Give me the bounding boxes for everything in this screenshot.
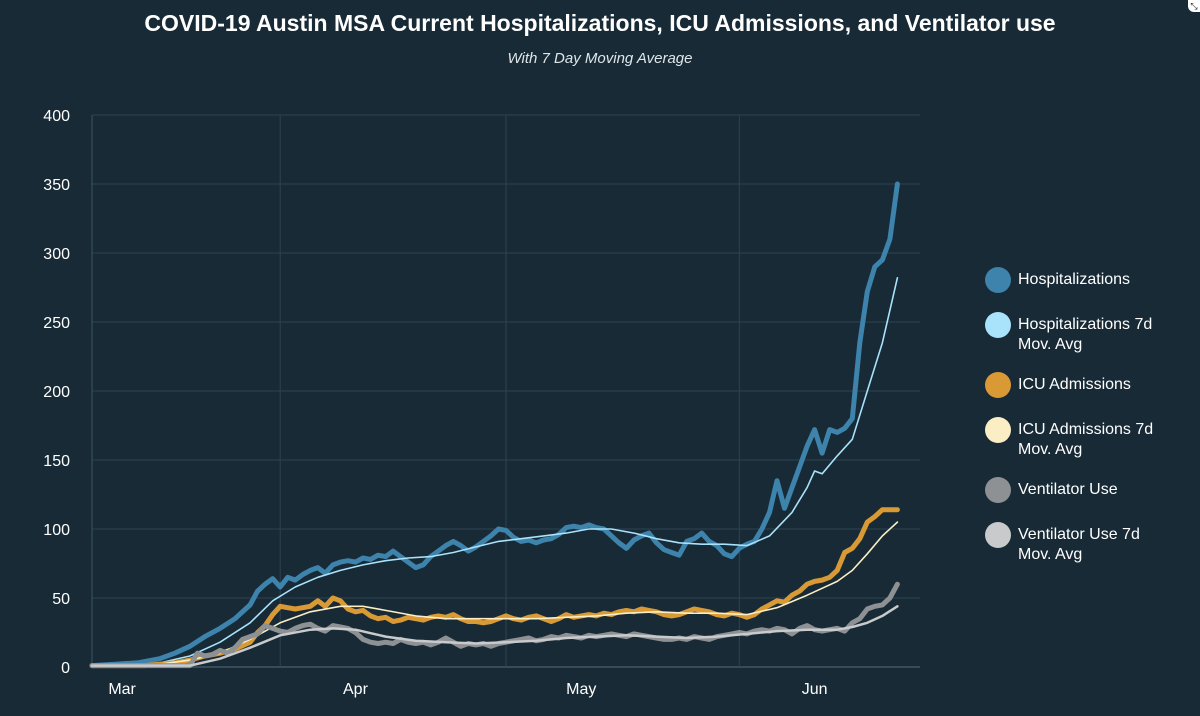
legend-item[interactable]: ICU Admissions	[985, 372, 1168, 398]
legend-label: ICU Admissions	[1018, 376, 1131, 393]
x-tick-label: Mar	[108, 681, 136, 698]
legend-swatch	[985, 372, 1011, 398]
chart-subtitle: With 7 Day Moving Average	[507, 50, 693, 67]
series-line-2	[89, 507, 900, 669]
axis-layer: 0 50 100 150 200 250 300 350 400 Mar Apr May Jun	[43, 108, 827, 698]
legend-item[interactable]: Ventilator Use 7d Mov. Avg	[985, 522, 1168, 565]
legend-label: Hospitalizations 7d Mov. Avg	[1018, 316, 1153, 353]
y-tick-label: 250	[43, 315, 70, 332]
y-tick-label: 0	[61, 660, 70, 677]
y-tick-label: 400	[43, 108, 70, 125]
expand-icon[interactable]: ⤡	[1188, 0, 1200, 12]
legend-label: Ventilator Use	[1018, 481, 1118, 498]
y-tick-label: 150	[43, 453, 70, 470]
y-tick-label: 100	[43, 522, 70, 539]
x-tick-label: May	[566, 681, 596, 698]
legend-item[interactable]: Ventilator Use	[985, 477, 1168, 503]
series-line-0	[89, 181, 900, 669]
legend-item[interactable]: Hospitalizations	[985, 267, 1168, 293]
legend-label: ICU Admissions 7d Mov. Avg	[1018, 421, 1154, 458]
series-line-5	[90, 605, 899, 667]
legend-swatch	[985, 312, 1011, 338]
series-line-3	[91, 521, 899, 667]
y-tick-label: 350	[43, 177, 70, 194]
legend-swatch	[985, 417, 1011, 443]
y-tick-label: 300	[43, 246, 70, 263]
legend-swatch	[985, 267, 1011, 293]
legend-item[interactable]: Hospitalizations 7d Mov. Avg	[985, 312, 1168, 355]
legend-label: Ventilator Use 7d Mov. Avg	[1018, 526, 1140, 563]
legend-item[interactable]: ICU Admissions 7d Mov. Avg	[985, 417, 1168, 460]
legend-swatch	[985, 477, 1011, 503]
legend-swatch	[985, 522, 1011, 548]
x-tick-label: Apr	[343, 681, 369, 698]
y-tick-label: 200	[43, 384, 70, 401]
series-line-1	[91, 277, 899, 667]
grid-layer	[91, 114, 920, 668]
series-line-4	[89, 581, 900, 669]
legend-label: Hospitalizations	[1018, 271, 1131, 288]
x-tick-label: Jun	[802, 681, 828, 698]
chart-title: COVID-19 Austin MSA Current Hospitalizat…	[144, 10, 1056, 36]
y-tick-label: 50	[52, 591, 70, 608]
series-layer	[89, 181, 900, 669]
